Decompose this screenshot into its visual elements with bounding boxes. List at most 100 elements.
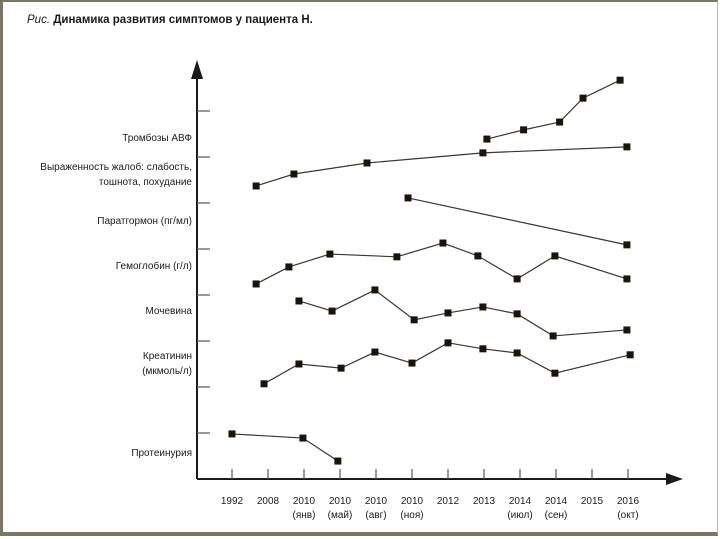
x-tick-label: 2015 [567, 495, 617, 509]
series-label: Выраженность жалоб: слабость, тошнота, по… [40, 160, 192, 190]
data-point [290, 170, 298, 178]
x-tick-label: 2010 (май) [315, 495, 365, 523]
data-point [551, 369, 559, 377]
series-label-line: Выраженность жалоб: слабость, [40, 162, 192, 174]
data-point [285, 263, 293, 271]
data-point [439, 239, 447, 247]
plot-area [191, 60, 683, 485]
data-point [363, 159, 371, 167]
series-label: Тромбозы АВФ [122, 131, 192, 146]
data-point [474, 252, 482, 260]
data-point [549, 332, 557, 340]
series-label-line: Протеинурия [131, 447, 192, 459]
data-point [520, 126, 528, 134]
data-point [513, 349, 521, 357]
x-tick-year: 2012 [436, 496, 460, 507]
x-tick-label: 2013 [459, 495, 509, 509]
data-point [551, 252, 559, 260]
figure-prefix: Рис. [27, 14, 51, 26]
x-tick-year: 1992 [220, 496, 244, 507]
x-tick-year: 2010 [292, 496, 316, 507]
x-tick-year: 2016 [616, 496, 640, 507]
data-point [252, 280, 260, 288]
x-tick-year: 2010 [364, 496, 388, 507]
data-point [444, 309, 452, 317]
data-point [623, 326, 631, 334]
series-label: Протеинурия [131, 446, 192, 461]
data-point [295, 360, 303, 368]
x-tick-month: (сен) [544, 510, 568, 521]
series-label-line: тошнота, похудание [98, 177, 192, 189]
y-axis-arrow [191, 60, 203, 79]
series-line [231, 433, 339, 462]
data-point [579, 94, 587, 102]
data-point [371, 286, 379, 294]
data-point [444, 339, 452, 347]
x-tick-month: (июл) [507, 510, 533, 521]
x-tick-month: (янв) [292, 510, 316, 521]
figure-title-text: Динамика развития симптомов у пациента Н… [53, 14, 313, 26]
data-point [295, 297, 303, 305]
series-label-line: Гемоглобин (г/л) [115, 260, 192, 272]
series-label: Мочевина [145, 304, 192, 319]
data-point [556, 118, 564, 126]
data-point [228, 430, 236, 438]
data-point [513, 310, 521, 318]
figure-title: Рис. Динамика развития симптомов у пацие… [27, 14, 313, 26]
series-label-line: Тромбозы АВФ [122, 133, 192, 145]
series-line [263, 342, 631, 385]
series-label-line: Паратгормон (пг/мл) [97, 215, 192, 227]
x-tick-label: 2010 (янв) [279, 495, 329, 523]
data-point [626, 351, 634, 359]
x-tick-label: 2014 (сен) [531, 495, 581, 523]
data-point [623, 275, 631, 283]
x-tick-year: 2008 [256, 496, 280, 507]
series-line [486, 79, 621, 140]
x-tick-year: 2013 [472, 496, 496, 507]
data-point [260, 380, 268, 388]
x-tick-label: 1992 [207, 495, 257, 509]
data-point [326, 250, 334, 258]
series-label: Креатинин (мкмоль/л) [142, 349, 192, 379]
series-label-line: Креатинин [142, 351, 192, 362]
data-point [513, 275, 521, 283]
data-point [483, 135, 491, 143]
series-line [407, 197, 628, 246]
data-point [252, 182, 260, 190]
series-label: Гемоглобин (г/л) [116, 259, 192, 274]
x-tick-month: (авг) [365, 510, 387, 521]
data-point [616, 76, 624, 84]
x-tick-label: 2010 (ноя) [387, 495, 437, 523]
series-label-line: Мочевина [145, 305, 192, 317]
data-point [334, 457, 342, 465]
data-point [623, 241, 631, 249]
series-label-line: (мкмоль/л) [142, 366, 192, 377]
data-point [479, 149, 487, 157]
x-tick-year: 2014 [508, 496, 532, 507]
data-point [479, 303, 487, 311]
data-point [404, 194, 412, 202]
data-point [408, 359, 416, 367]
data-point [337, 364, 345, 372]
data-point [623, 143, 631, 151]
x-tick-month: (окт) [617, 510, 639, 521]
x-tick-label: 2008 [243, 495, 293, 509]
x-tick-year: 2015 [580, 496, 604, 507]
x-tick-year: 2010 [400, 496, 424, 507]
x-tick-label: 2010 (авг) [351, 495, 401, 523]
series-label: Паратгормон (пг/мл) [97, 214, 192, 229]
x-tick-year: 2010 [328, 496, 352, 507]
data-point [328, 307, 336, 315]
data-point [371, 348, 379, 356]
x-tick-month: (ноя) [400, 510, 424, 521]
series-line [255, 146, 627, 187]
x-axis-arrow [666, 473, 683, 485]
data-point [299, 434, 307, 442]
data-point [479, 345, 487, 353]
x-tick-year: 2014 [544, 496, 568, 507]
x-tick-label: 2012 [423, 495, 473, 509]
series-line [298, 289, 627, 337]
series-line [255, 242, 628, 285]
x-tick-month: (май) [327, 510, 353, 521]
